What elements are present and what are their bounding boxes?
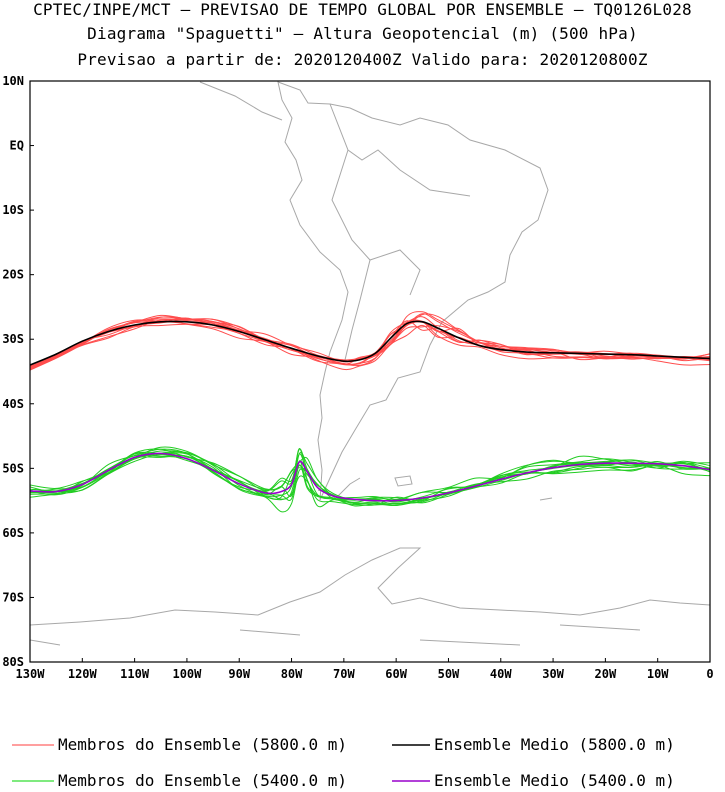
y-tick-label-3: 20S bbox=[2, 268, 24, 282]
member-5400-line-5 bbox=[30, 454, 710, 506]
x-tick-label-11: 20W bbox=[595, 667, 617, 681]
y-tick-label-1: EQ bbox=[10, 139, 24, 153]
antarctica-coast bbox=[30, 547, 710, 626]
member-5400-line-4 bbox=[30, 448, 710, 504]
x-tick-label-13: 0 bbox=[706, 667, 713, 681]
y-tick-label-8: 70S bbox=[2, 590, 24, 604]
x-tick-label-1: 120W bbox=[68, 667, 98, 681]
x-tick-label-6: 70W bbox=[333, 667, 355, 681]
chart-title-line-2: Diagrama "Spaguetti" – Altura Geopotenci… bbox=[87, 24, 638, 43]
legend-label-mean-5800: Ensemble Medio (5800.0 m) bbox=[434, 735, 675, 754]
x-tick-label-5: 80W bbox=[281, 667, 303, 681]
mean-5400-line bbox=[30, 452, 710, 502]
central-america-outline bbox=[199, 81, 283, 121]
x-tick-label-7: 60W bbox=[385, 667, 407, 681]
x-tick-label-10: 30W bbox=[542, 667, 564, 681]
mean-5800-line bbox=[30, 320, 710, 366]
y-tick-label-6: 50S bbox=[2, 461, 24, 475]
y-tick-label-2: 10S bbox=[2, 203, 24, 217]
x-axis-ticks: 130W 120W 110W 100W 90W 80W 70W 60W 50W 40W 30W 20W… bbox=[16, 658, 714, 681]
y-tick-label-0: 10N bbox=[2, 74, 24, 88]
member-5400-line-6 bbox=[30, 454, 710, 513]
member-5800-line-10 bbox=[30, 311, 710, 368]
y-tick-label-4: 30S bbox=[2, 332, 24, 346]
x-tick-label-9: 40W bbox=[490, 667, 512, 681]
border-1 bbox=[329, 103, 471, 197]
south-georgia bbox=[539, 497, 553, 501]
y-tick-label-5: 40S bbox=[2, 397, 24, 411]
members-5800 bbox=[30, 311, 710, 371]
x-tick-label-2: 110W bbox=[120, 667, 150, 681]
legend-label-mean-5400: Ensemble Medio (5400.0 m) bbox=[434, 771, 675, 790]
chart-title-line-1: CPTEC/INPE/MCT – PREVISAO DE TEMPO GLOBA… bbox=[33, 0, 692, 19]
x-tick-label-12: 10W bbox=[647, 667, 669, 681]
member-5800-line-6 bbox=[30, 323, 710, 371]
antarctic-ice bbox=[30, 624, 641, 646]
border-2 bbox=[331, 149, 421, 296]
ensemble-mean-lines bbox=[30, 320, 710, 502]
chart-title-line-3: Previsao a partir de: 2020120400Z Valido… bbox=[77, 50, 648, 69]
legend-label-members-5800: Membros do Ensemble (5800.0 m) bbox=[58, 735, 347, 754]
falklands bbox=[394, 475, 413, 487]
legend-label-members-5400: Membros do Ensemble (5400.0 m) bbox=[58, 771, 347, 790]
x-tick-label-4: 90W bbox=[228, 667, 250, 681]
y-axis-ticks: 10N EQ 10S 20S 30S 40S 50S 60S 70S 80S bbox=[2, 74, 34, 669]
basemap-coastlines bbox=[30, 81, 710, 646]
members-5400 bbox=[30, 446, 710, 513]
y-tick-label-9: 80S bbox=[2, 655, 24, 669]
x-tick-label-8: 50W bbox=[438, 667, 460, 681]
plot-frame bbox=[29, 80, 711, 663]
x-tick-label-0: 130W bbox=[16, 667, 46, 681]
south-america-outline bbox=[277, 81, 549, 501]
x-tick-label-3: 100W bbox=[172, 667, 202, 681]
y-tick-label-7: 60S bbox=[2, 526, 24, 540]
border-3 bbox=[344, 259, 371, 361]
